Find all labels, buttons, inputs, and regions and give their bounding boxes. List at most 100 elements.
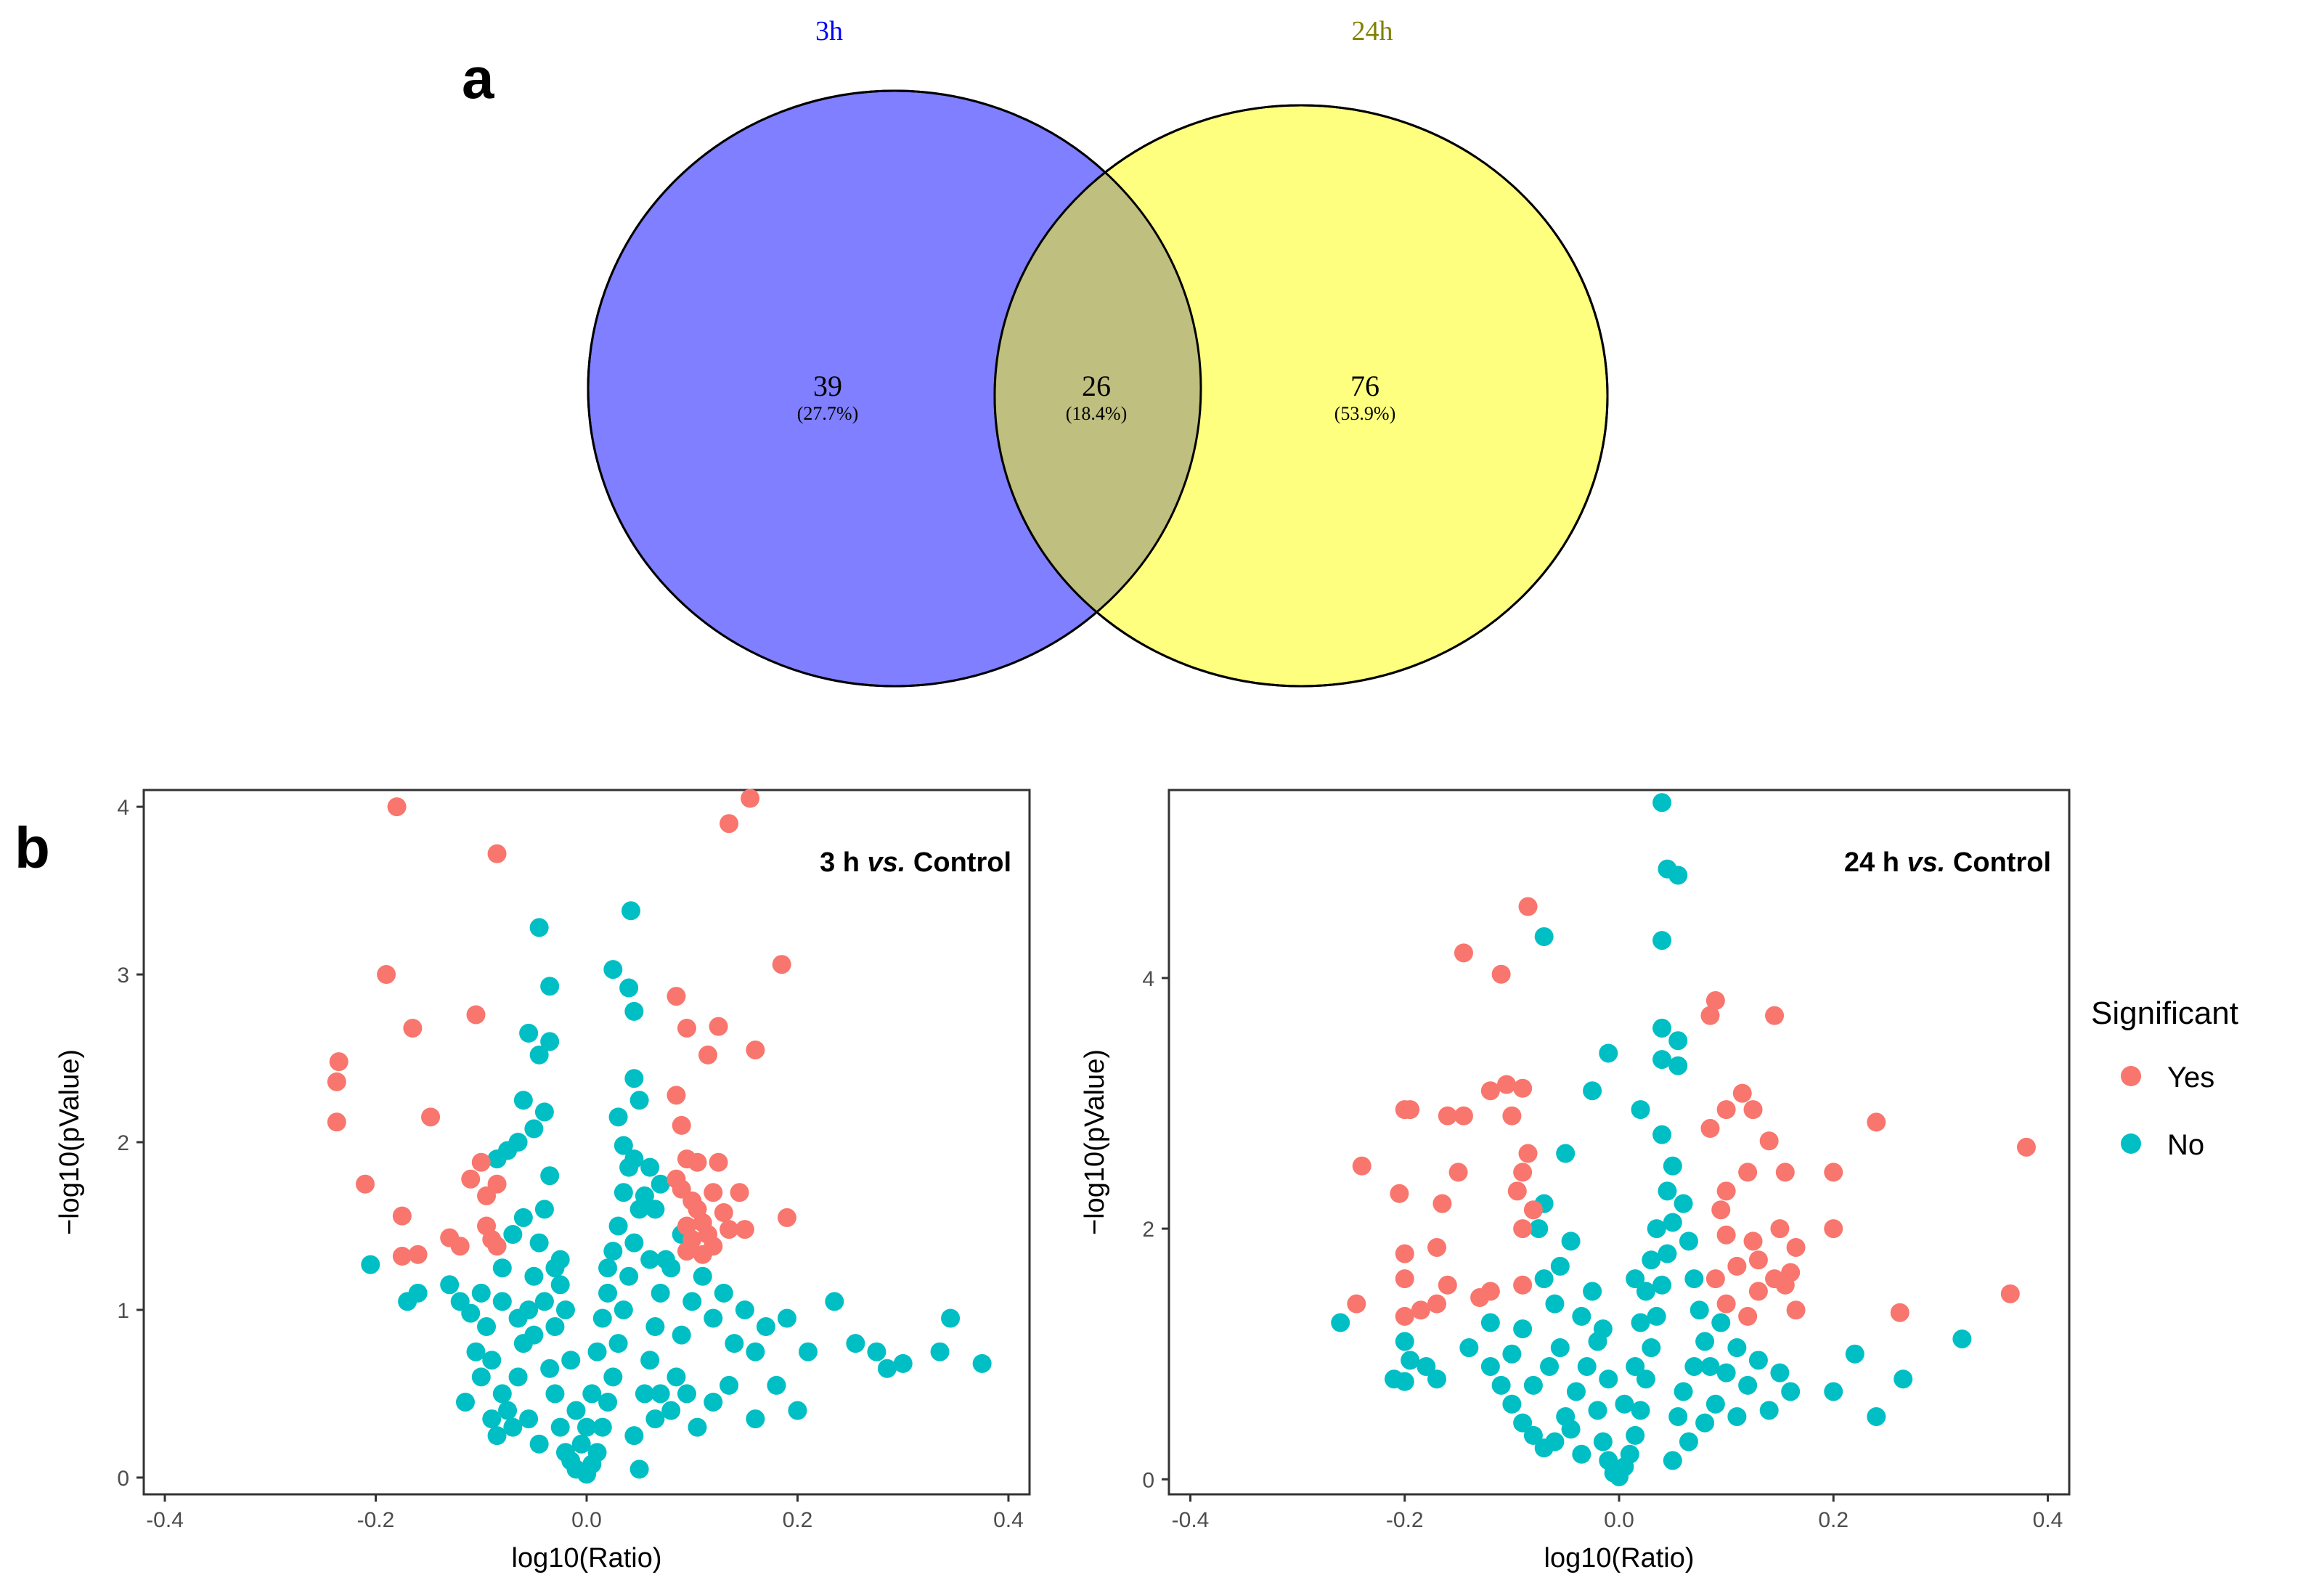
point-no xyxy=(540,1359,560,1378)
point-yes xyxy=(667,1086,686,1105)
point-no xyxy=(645,1200,665,1219)
point-no xyxy=(477,1317,497,1337)
plot-panel-border xyxy=(1167,789,2071,1496)
x-tick-label: 0.0 xyxy=(571,1508,602,1532)
legend-marker-no xyxy=(2121,1133,2141,1154)
point-no xyxy=(1647,1219,1666,1239)
point-yes xyxy=(709,1017,728,1036)
point-no xyxy=(492,1258,512,1278)
point-no xyxy=(592,1308,612,1328)
point-no xyxy=(1770,1363,1790,1383)
point-yes xyxy=(1890,1303,1909,1322)
point-no xyxy=(1583,1282,1602,1301)
point-no xyxy=(629,1200,649,1219)
x-axis-title: log10(Ratio) xyxy=(1544,1543,1695,1573)
point-no xyxy=(624,1426,644,1446)
point-no xyxy=(893,1353,913,1373)
point-yes xyxy=(746,1040,765,1059)
point-yes xyxy=(1395,1306,1414,1326)
point-no xyxy=(640,1351,660,1370)
point-no xyxy=(1588,1401,1607,1420)
x-tick-label: -0.2 xyxy=(357,1508,395,1532)
point-yes xyxy=(1438,1106,1457,1125)
point-no xyxy=(725,1334,744,1353)
venn-set-label-3h: 3h xyxy=(815,16,843,46)
point-no xyxy=(466,1342,486,1361)
point-no xyxy=(1668,1406,1688,1426)
x-tick-label: 0.2 xyxy=(783,1508,813,1532)
point-no xyxy=(498,1401,518,1420)
point-no xyxy=(735,1300,754,1319)
point-no xyxy=(1663,1213,1682,1232)
venn-percent-3h-only: (27.7%) xyxy=(797,403,858,424)
point-no xyxy=(534,1292,554,1311)
point-yes xyxy=(1786,1300,1806,1320)
point-no xyxy=(619,1157,639,1177)
y-tick-label: 3 xyxy=(117,964,129,988)
point-no xyxy=(1534,927,1554,946)
point-yes xyxy=(329,1052,349,1072)
point-no xyxy=(1572,1306,1591,1326)
point-no xyxy=(1663,1156,1682,1176)
x-axis-title: log10(Ratio) xyxy=(512,1543,662,1573)
point-no xyxy=(746,1409,765,1429)
point-no xyxy=(608,1107,628,1127)
point-no xyxy=(540,977,560,996)
point-no xyxy=(482,1409,502,1429)
point-yes xyxy=(1427,1294,1447,1314)
point-yes xyxy=(466,1005,486,1025)
point-yes xyxy=(392,1206,412,1226)
point-yes xyxy=(1454,943,1473,963)
point-no xyxy=(1561,1231,1581,1251)
point-no xyxy=(767,1375,786,1395)
point-yes xyxy=(327,1072,346,1091)
point-no xyxy=(1845,1344,1864,1364)
point-no xyxy=(587,1342,607,1361)
point-yes xyxy=(1507,1181,1527,1201)
point-yes xyxy=(777,1208,796,1227)
point-yes xyxy=(403,1018,423,1038)
point-yes xyxy=(487,1237,507,1256)
point-no xyxy=(1583,1081,1602,1101)
point-yes xyxy=(1716,1100,1736,1120)
plot-title: 3 h vs. Control xyxy=(820,847,1011,878)
point-yes xyxy=(1705,1269,1725,1289)
venn-diagram: 3h 24h 39 (27.7%) 26 (18.4%) 76 (53.9%) xyxy=(587,16,1609,688)
point-no xyxy=(1738,1375,1758,1395)
point-no xyxy=(1652,1125,1672,1144)
point-no xyxy=(545,1317,565,1337)
point-no xyxy=(550,1275,570,1295)
point-yes xyxy=(1347,1294,1366,1314)
point-no xyxy=(492,1384,512,1404)
point-no xyxy=(1647,1306,1666,1326)
point-yes xyxy=(1775,1163,1795,1182)
y-tick-label: 2 xyxy=(1142,1218,1154,1242)
point-no xyxy=(608,1334,628,1353)
point-no xyxy=(1663,1451,1682,1470)
point-yes xyxy=(1395,1244,1414,1263)
point-no xyxy=(614,1183,633,1202)
y-tick-label: 0 xyxy=(1142,1468,1154,1492)
point-yes xyxy=(392,1247,412,1266)
point-yes xyxy=(1700,1119,1720,1139)
point-yes xyxy=(1352,1156,1371,1176)
point-no xyxy=(519,1409,539,1429)
point-no xyxy=(972,1353,992,1373)
point-yes xyxy=(377,965,396,985)
point-no xyxy=(1716,1363,1736,1383)
point-no xyxy=(1620,1444,1639,1464)
point-yes xyxy=(1738,1163,1758,1182)
point-yes xyxy=(1770,1219,1790,1239)
point-no xyxy=(598,1258,618,1278)
point-no xyxy=(1599,1043,1618,1063)
point-no xyxy=(1502,1344,1522,1364)
point-no xyxy=(825,1292,844,1311)
point-yes xyxy=(1765,1006,1785,1025)
point-no xyxy=(1593,1432,1613,1452)
point-yes xyxy=(387,797,407,817)
point-yes xyxy=(688,1152,707,1172)
point-no xyxy=(614,1136,633,1155)
point-no xyxy=(672,1325,691,1345)
point-no xyxy=(408,1283,428,1303)
